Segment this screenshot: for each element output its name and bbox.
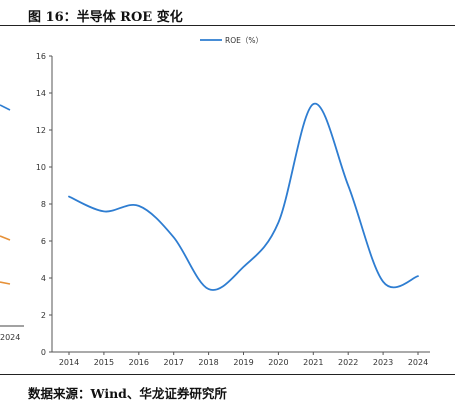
legend-label: ROE（%） bbox=[225, 36, 263, 45]
x-tick-label: 2020 bbox=[268, 358, 288, 367]
x-tick-label: 2022 bbox=[338, 358, 358, 367]
x-tick-label: 2021 bbox=[303, 358, 323, 367]
neighbor-orange-line-lower bbox=[0, 281, 11, 285]
source-note: 数据来源：Wind、华龙证券研究所 bbox=[28, 386, 227, 401]
neighbor-blue-line bbox=[0, 104, 11, 111]
x-axis-ticks: 2014 2015 2016 2017 2018 2019 2020 2021 2022 2023… bbox=[59, 352, 428, 367]
y-tick-label: 8 bbox=[41, 200, 46, 209]
chart-legend: ROE（%） bbox=[200, 36, 263, 45]
x-tick-label: 2018 bbox=[198, 358, 218, 367]
y-axis-ticks: 0 2 4 6 8 10 12 14 16 bbox=[36, 52, 52, 357]
y-tick-label: 16 bbox=[36, 52, 46, 61]
x-tick-label: 2019 bbox=[233, 358, 253, 367]
y-tick-label: 6 bbox=[41, 237, 46, 246]
y-tick-label: 14 bbox=[36, 89, 46, 98]
x-tick-label: 2023 bbox=[373, 358, 393, 367]
y-tick-label: 10 bbox=[36, 163, 46, 172]
x-tick-label: 2015 bbox=[94, 358, 114, 367]
top-rule bbox=[0, 25, 455, 26]
x-tick-label: 2016 bbox=[129, 358, 149, 367]
y-tick-label: 4 bbox=[41, 274, 46, 283]
y-tick-label: 2 bbox=[41, 311, 46, 320]
series-line-roe bbox=[68, 103, 419, 291]
neighbor-x-tick-label: 2024 bbox=[0, 333, 20, 342]
bottom-rule bbox=[0, 374, 455, 375]
y-tick-label: 0 bbox=[41, 348, 46, 357]
figure-title: 图 16：半导体 ROE 变化 bbox=[28, 10, 183, 25]
series-lines bbox=[68, 103, 419, 291]
neighbor-chart-fragment: 2024 bbox=[0, 104, 24, 342]
chart-axes bbox=[51, 56, 430, 353]
y-tick-label: 12 bbox=[36, 126, 46, 135]
x-tick-label: 2024 bbox=[408, 358, 428, 367]
x-tick-label: 2017 bbox=[164, 358, 184, 367]
x-tick-label: 2014 bbox=[59, 358, 79, 367]
neighbor-orange-line-upper bbox=[0, 235, 11, 241]
